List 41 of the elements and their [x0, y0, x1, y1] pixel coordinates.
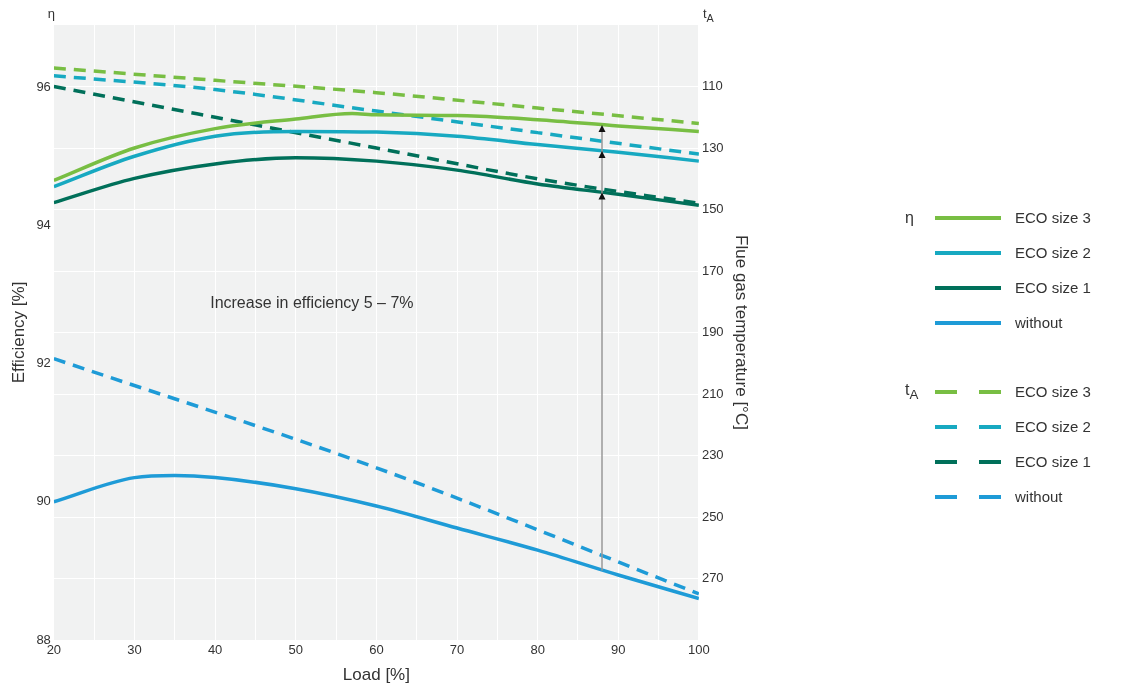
legend-label: without: [1015, 488, 1063, 505]
y2-axis-title: Flue gas temperature [°C]: [732, 235, 752, 430]
annotation: Increase in efficiency 5 – 7%: [210, 293, 414, 311]
legend-label: ECO size 2: [1015, 244, 1091, 261]
y-tick-label: 96: [36, 78, 51, 94]
y-axis-title: Efficiency [%]: [8, 281, 28, 384]
text: η: [905, 208, 914, 226]
x-tick-label: 70: [449, 642, 465, 658]
legend-label: ECO size 2: [1015, 418, 1091, 435]
y2-tick-label: 150: [701, 201, 724, 217]
x-axis-title: Load [%]: [342, 665, 410, 685]
y2-tick-label: 270: [701, 570, 724, 586]
legend-label: ECO size 3: [1015, 383, 1091, 400]
x-tick-label: 90: [611, 642, 626, 658]
y-tick-label: 94: [36, 216, 51, 232]
x-tick-label: 100: [688, 642, 710, 658]
y2-tick-label: 250: [701, 508, 724, 524]
y2-tick-label: 190: [701, 324, 724, 340]
text: t$_{A}$: [905, 380, 919, 403]
legend-label: ECO size 1: [1015, 453, 1091, 470]
y-tick-label: 90: [36, 493, 51, 509]
x-tick-label: 30: [127, 642, 142, 658]
y2-tick-label: 230: [701, 447, 724, 463]
y2-tick-label: 110: [701, 78, 723, 94]
y-tick-label: 92: [36, 355, 51, 371]
x-tick-label: 50: [288, 642, 303, 658]
legend-label: ECO size 3: [1015, 209, 1091, 226]
x-tick-label: 80: [530, 642, 545, 658]
x-tick-label: 40: [207, 642, 223, 658]
legend-label: without: [1015, 314, 1063, 331]
line-series: [53, 111, 699, 183]
y2-tick-label: 170: [701, 262, 724, 278]
text: t$_{A}$: [702, 6, 714, 24]
y2-tick-label: 210: [701, 385, 724, 401]
x-tick-label: 60: [369, 642, 384, 658]
y2-tick-label: 130: [701, 139, 724, 155]
line-series: [53, 73, 699, 156]
line-series: [53, 66, 699, 126]
text: η: [47, 6, 56, 21]
legend-label: ECO size 1: [1015, 279, 1091, 296]
line-series: [53, 129, 699, 189]
